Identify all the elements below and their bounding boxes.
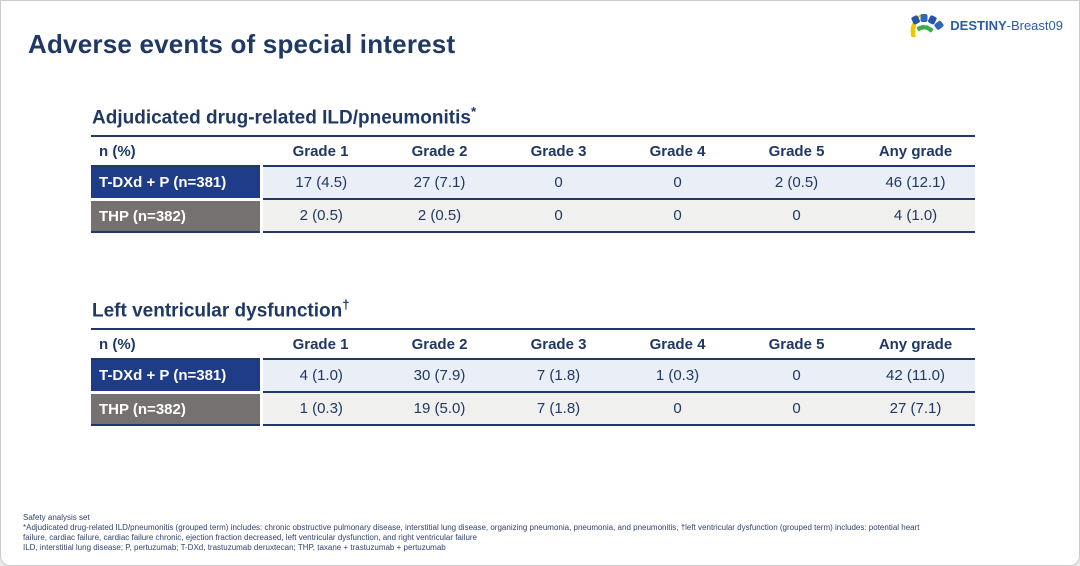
table-cell: 0 bbox=[737, 199, 856, 234]
table-row: THP (n=382) 2 (0.5) 2 (0.5) 0 0 0 4 (1.0) bbox=[91, 199, 975, 234]
ild-pneumonitis-section: Adjudicated drug-related ILD/pneumonitis… bbox=[91, 104, 975, 234]
table-cell: 30 (7.9) bbox=[380, 359, 499, 394]
row-header: T-DXd + P (n=381) bbox=[91, 166, 263, 201]
table-cell: 0 bbox=[737, 359, 856, 394]
corner-header: n (%) bbox=[91, 135, 261, 168]
ild-table-title-text: Adjudicated drug-related ILD/pneumonitis bbox=[92, 107, 471, 129]
page-title: Adverse events of special interest bbox=[28, 29, 456, 59]
table-cell: 0 bbox=[499, 199, 618, 234]
footnote-line: *Adjudicated drug-related ILD/pneumoniti… bbox=[23, 523, 920, 532]
lv-table-title: Left ventricular dysfunction† bbox=[92, 297, 975, 322]
table-cell: 1 (0.3) bbox=[618, 359, 737, 394]
footnote-line: failure, cardiac failure, cardiac failur… bbox=[23, 533, 477, 542]
ild-pneumonitis-table: n (%) Grade 1 Grade 2 Grade 3 Grade 4 Grade 5… bbox=[91, 135, 975, 234]
column-header: Grade 1 bbox=[261, 328, 380, 361]
table-cell: 0 bbox=[499, 166, 618, 201]
table-cell: 1 (0.3) bbox=[261, 392, 380, 427]
table-cell: 0 bbox=[737, 392, 856, 427]
table-cell: 17 (4.5) bbox=[261, 166, 380, 201]
footnote-line: Safety analysis set bbox=[23, 513, 90, 522]
table-cell: 4 (1.0) bbox=[856, 199, 975, 234]
table-row: T-DXd + P (n=381) 4 (1.0) 30 (7.9) 7 (1.8) 1… bbox=[91, 359, 975, 394]
table-cell: 7 (1.8) bbox=[499, 359, 618, 394]
ild-table-title-marker: * bbox=[470, 104, 477, 119]
table-cell: 4 (1.0) bbox=[261, 359, 380, 394]
footnotes: Safety analysis set *Adjudicated drug-re… bbox=[23, 513, 1073, 553]
column-header: Any grade bbox=[856, 135, 975, 168]
column-header: Grade 1 bbox=[261, 135, 380, 168]
table-cell: 42 (11.0) bbox=[856, 359, 975, 394]
row-header: T-DXd + P (n=381) bbox=[91, 359, 263, 394]
column-header: Grade 5 bbox=[737, 328, 856, 361]
column-header: Grade 4 bbox=[618, 135, 737, 168]
table-cell: 0 bbox=[618, 199, 737, 234]
table-row: T-DXd + P (n=381) 17 (4.5) 27 (7.1) 0 0 2 (0.… bbox=[91, 166, 975, 201]
destiny-logo-icon bbox=[910, 13, 944, 37]
lv-table-title-text: Left ventricular dysfunction bbox=[92, 300, 343, 322]
lv-dysfunction-table: n (%) Grade 1 Grade 2 Grade 3 Grade 4 Grade 5… bbox=[91, 328, 975, 427]
corner-header: n (%) bbox=[91, 328, 261, 361]
table-cell: 2 (0.5) bbox=[380, 199, 499, 234]
table-cell: 0 bbox=[618, 166, 737, 201]
table-row: THP (n=382) 1 (0.3) 19 (5.0) 7 (1.8) 0 0 27 (7… bbox=[91, 392, 975, 427]
logo-text: DESTINY-Breast09 bbox=[950, 18, 1063, 33]
table-cell: 27 (7.1) bbox=[380, 166, 499, 201]
column-header: Any grade bbox=[856, 328, 975, 361]
table-cell: 27 (7.1) bbox=[856, 392, 975, 427]
table-cell: 2 (0.5) bbox=[737, 166, 856, 201]
table-cell: 19 (5.0) bbox=[380, 392, 499, 427]
table-cell: 7 (1.8) bbox=[499, 392, 618, 427]
logo-text-bold: DESTINY bbox=[950, 17, 1007, 33]
table-cell: 2 (0.5) bbox=[261, 199, 380, 234]
column-header: Grade 3 bbox=[499, 328, 618, 361]
lv-dysfunction-section: Left ventricular dysfunction† n (%) Grade… bbox=[91, 297, 975, 427]
table-cell: 0 bbox=[618, 392, 737, 427]
column-header: Grade 4 bbox=[618, 328, 737, 361]
row-header: THP (n=382) bbox=[91, 199, 263, 234]
column-header: Grade 2 bbox=[380, 135, 499, 168]
footnote-line: ILD, interstitial lung disease; P, pertu… bbox=[23, 543, 446, 552]
column-header: Grade 2 bbox=[380, 328, 499, 361]
ild-table-title: Adjudicated drug-related ILD/pneumonitis… bbox=[92, 104, 975, 129]
table-cell: 46 (12.1) bbox=[856, 166, 975, 201]
row-header: THP (n=382) bbox=[91, 392, 263, 427]
column-header: Grade 5 bbox=[737, 135, 856, 168]
destiny-breast09-logo: DESTINY-Breast09 bbox=[903, 10, 1063, 40]
lv-table-title-marker: † bbox=[342, 297, 350, 312]
column-header: Grade 3 bbox=[499, 135, 618, 168]
logo-text-regular: -Breast09 bbox=[1006, 17, 1063, 33]
